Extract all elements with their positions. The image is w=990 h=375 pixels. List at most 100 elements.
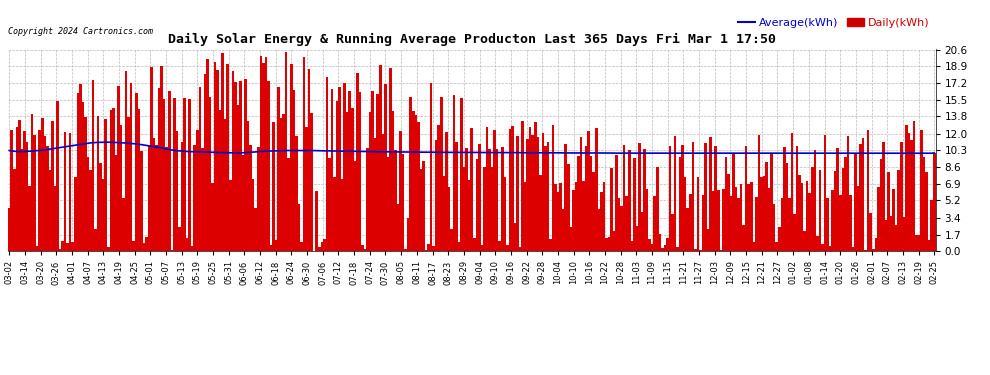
Bar xyxy=(616,154,618,251)
Bar xyxy=(757,135,760,251)
Bar xyxy=(730,195,733,251)
Bar xyxy=(186,238,188,251)
Bar xyxy=(600,192,603,251)
Bar xyxy=(310,113,313,251)
Bar xyxy=(699,250,702,251)
Bar xyxy=(834,171,837,251)
Bar xyxy=(262,63,264,251)
Bar xyxy=(880,159,882,251)
Bar xyxy=(720,250,722,251)
Bar xyxy=(94,229,97,251)
Bar xyxy=(877,187,880,251)
Bar xyxy=(47,146,49,251)
Bar xyxy=(564,144,567,251)
Bar xyxy=(618,198,621,251)
Bar xyxy=(542,133,545,251)
Bar xyxy=(702,195,704,251)
Bar xyxy=(692,142,694,251)
Bar xyxy=(316,191,318,251)
Bar xyxy=(694,249,697,251)
Bar xyxy=(639,142,641,251)
Bar xyxy=(488,148,491,251)
Bar xyxy=(740,184,742,251)
Bar xyxy=(323,239,326,251)
Bar xyxy=(356,73,358,251)
Bar xyxy=(750,182,752,251)
Bar xyxy=(344,83,346,251)
Bar xyxy=(738,198,740,251)
Bar xyxy=(478,144,480,251)
Bar xyxy=(178,226,181,251)
Bar xyxy=(814,150,816,251)
Bar xyxy=(926,172,928,251)
Bar xyxy=(257,147,259,251)
Bar xyxy=(99,163,102,251)
Bar xyxy=(183,98,186,251)
Bar xyxy=(140,151,143,251)
Legend: Average(kWh), Daily(kWh): Average(kWh), Daily(kWh) xyxy=(738,18,930,28)
Bar xyxy=(363,249,366,251)
Bar xyxy=(786,163,788,251)
Bar xyxy=(585,146,587,251)
Bar xyxy=(707,230,710,251)
Bar xyxy=(775,242,778,251)
Bar xyxy=(648,239,650,251)
Bar xyxy=(211,183,214,251)
Bar xyxy=(519,247,522,251)
Bar xyxy=(504,177,506,251)
Bar xyxy=(867,130,869,251)
Bar xyxy=(801,183,804,251)
Bar xyxy=(668,146,671,251)
Bar xyxy=(71,242,74,251)
Bar xyxy=(923,156,926,251)
Bar xyxy=(628,150,631,251)
Bar xyxy=(188,99,191,251)
Bar xyxy=(272,122,275,251)
Bar xyxy=(300,242,303,251)
Bar xyxy=(727,174,730,251)
Bar xyxy=(74,177,76,251)
Bar xyxy=(76,93,79,251)
Bar xyxy=(450,229,452,251)
Bar xyxy=(913,121,915,251)
Bar xyxy=(433,246,435,251)
Bar xyxy=(249,145,251,251)
Bar xyxy=(275,240,277,251)
Bar xyxy=(686,208,689,251)
Bar xyxy=(752,242,755,251)
Bar xyxy=(303,57,305,251)
Bar xyxy=(102,179,105,251)
Bar xyxy=(58,249,61,251)
Bar xyxy=(79,84,81,251)
Bar xyxy=(715,146,717,251)
Bar xyxy=(755,196,757,251)
Bar xyxy=(392,111,394,251)
Bar xyxy=(384,84,387,251)
Bar xyxy=(931,200,933,251)
Bar xyxy=(133,242,135,251)
Bar xyxy=(816,236,819,251)
Bar xyxy=(399,132,402,251)
Bar xyxy=(8,208,11,251)
Bar xyxy=(199,87,201,251)
Bar xyxy=(41,118,44,251)
Bar xyxy=(650,244,653,251)
Bar xyxy=(374,138,376,251)
Bar xyxy=(636,226,639,251)
Bar xyxy=(744,146,747,251)
Bar xyxy=(493,130,496,251)
Bar xyxy=(402,154,404,251)
Bar xyxy=(92,80,94,251)
Bar xyxy=(554,184,556,251)
Bar xyxy=(674,136,676,251)
Bar xyxy=(130,83,133,251)
Bar xyxy=(559,183,562,251)
Title: Daily Solar Energy & Running Average Producton Last 365 Days Fri Mar 1 17:50: Daily Solar Energy & Running Average Pro… xyxy=(167,33,776,46)
Bar xyxy=(725,158,727,251)
Bar xyxy=(613,231,616,251)
Bar xyxy=(546,142,549,251)
Bar xyxy=(31,114,34,251)
Bar xyxy=(704,143,707,251)
Bar xyxy=(21,149,23,251)
Bar xyxy=(869,213,872,251)
